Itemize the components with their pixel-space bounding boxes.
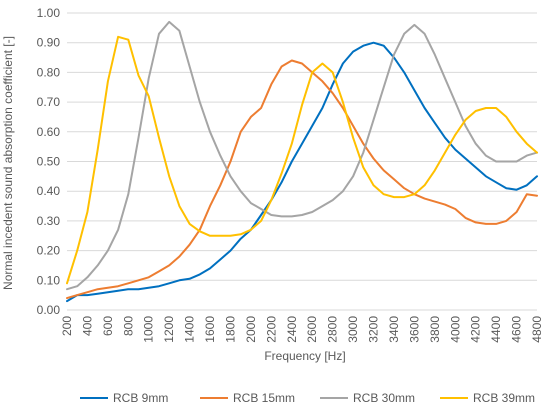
y-tick-label: 0.40 (37, 184, 61, 198)
x-tick-label: 3600 (407, 316, 421, 343)
series-lines (66, 20, 538, 303)
x-tick-label: 1000 (142, 316, 156, 343)
y-tick-label: 0.10 (37, 273, 61, 287)
y-tick-label: 0.70 (37, 95, 61, 109)
series-line (66, 41, 538, 303)
series-line (66, 35, 538, 285)
x-tick-label: 2600 (305, 316, 319, 343)
y-tick-label: 1.00 (37, 6, 61, 20)
y-tick-label: 0.00 (37, 303, 61, 317)
x-tick-label: 2800 (326, 316, 340, 343)
y-tick-label: 0.50 (37, 155, 61, 169)
x-tick-label: 1600 (203, 316, 217, 343)
legend-label: RCB 39mm (473, 391, 535, 405)
x-tick-label: 1200 (162, 316, 176, 343)
x-tick-label: 2200 (264, 316, 278, 343)
y-tick-label: 0.80 (37, 65, 61, 79)
x-tick-label: 200 (60, 316, 74, 336)
x-tick-label: 3800 (428, 316, 442, 343)
x-tick-label: 4800 (530, 316, 544, 343)
x-tick-label: 4400 (489, 316, 503, 343)
x-tick-label: 4200 (469, 316, 483, 343)
x-tick-label: 2400 (285, 316, 299, 343)
gridlines (67, 12, 537, 311)
x-axis-ticks: 200 400 600 800 1000 1200 1400 1600 1800 2000 2200… (60, 316, 544, 343)
y-tick-label: 0.60 (37, 125, 61, 139)
x-tick-label: 4000 (448, 316, 462, 343)
legend: RCB 9mm RCB 15mm RCB 30mm RCB 39mm (80, 391, 535, 405)
y-tick-label: 0.30 (37, 214, 61, 228)
legend-label: RCB 9mm (113, 391, 168, 405)
y-axis-ticks: 0.00 0.10 0.20 0.30 0.40 0.50 0.60 0.70 0.80 0.90… (37, 6, 61, 317)
x-tick-label: 3200 (367, 316, 381, 343)
x-tick-label: 2000 (244, 316, 258, 343)
y-tick-label: 0.90 (37, 36, 61, 50)
x-tick-label: 800 (121, 316, 135, 336)
x-tick-label: 4600 (510, 316, 524, 343)
series-line (66, 20, 538, 291)
legend-label: RCB 15mm (233, 391, 295, 405)
y-tick-label: 0.20 (37, 244, 61, 258)
x-tick-label: 1800 (223, 316, 237, 343)
x-tick-label: 1400 (183, 316, 197, 343)
legend-label: RCB 30mm (353, 391, 415, 405)
x-tick-label: 400 (80, 316, 94, 336)
x-tick-label: 3400 (387, 316, 401, 343)
x-tick-label: 600 (101, 316, 115, 336)
x-axis-title: Frequency [Hz] (264, 349, 345, 363)
x-tick-label: 3000 (346, 316, 360, 343)
y-axis-title: Normal incedent sound absorption coeffic… (1, 36, 15, 290)
series-line (66, 59, 538, 300)
